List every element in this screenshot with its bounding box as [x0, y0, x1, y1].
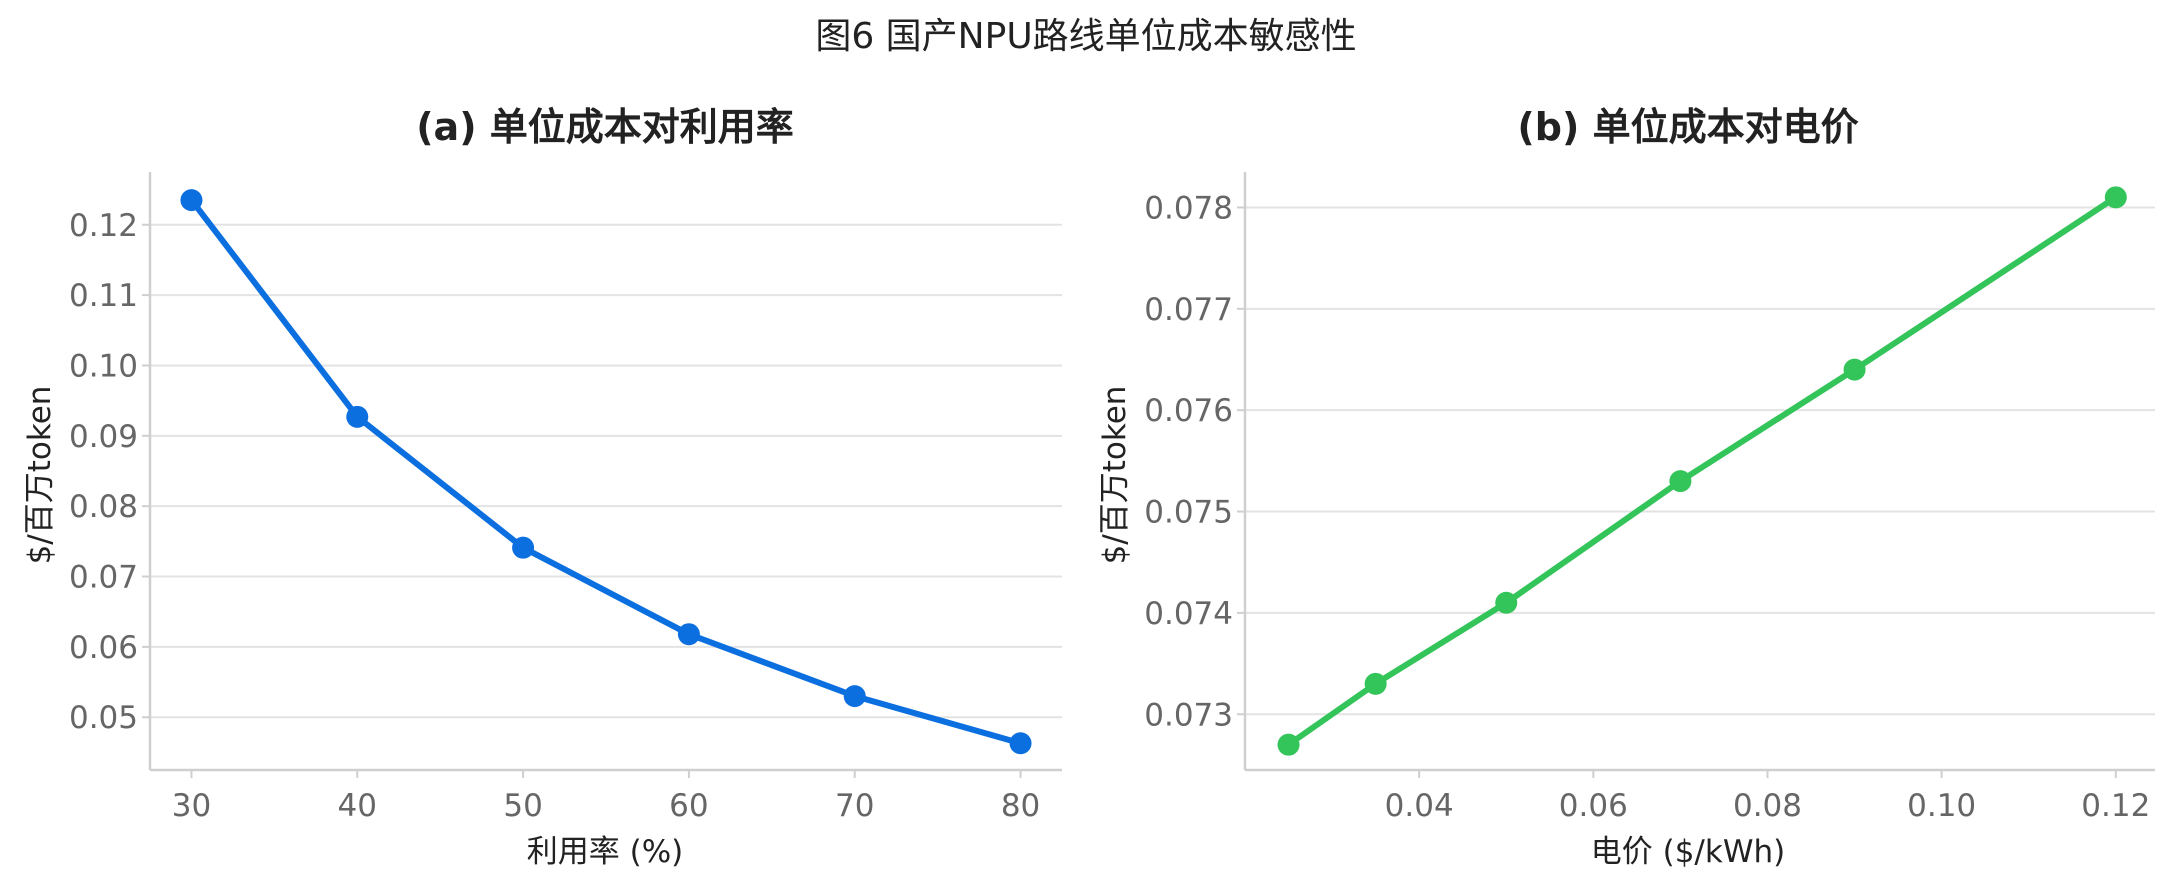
data-point — [2104, 186, 2127, 209]
data-point — [1495, 591, 1518, 614]
x-axis: 30 40 50 60 70 80 — [150, 768, 1062, 824]
x-tick-label: 0.04 — [1385, 788, 1454, 824]
data-point — [1843, 358, 1866, 381]
x-tick-label: 0.06 — [1559, 788, 1628, 824]
y-tick-label: 0.078 — [1144, 190, 1233, 226]
x-tick-label: 60 — [669, 788, 708, 824]
y-tick-label: 0.076 — [1144, 393, 1233, 429]
data-series — [1277, 186, 2127, 756]
chart-title: (b) 单位成本对电价 — [1517, 105, 1858, 149]
y-axis-label: $/百万token — [22, 386, 58, 565]
y-tick-label: 0.074 — [1144, 596, 1233, 632]
y-tick-label: 0.05 — [69, 700, 138, 736]
x-axis-label: 利用率 (%) — [527, 834, 684, 870]
data-point — [346, 405, 369, 428]
subplot-utilization: (a) 单位成本对利用率 0.05 0.06 0.07 0.08 0.09 0.10 0.1… — [22, 105, 1062, 870]
x-axis-label: 电价 ($/kWh) — [1591, 834, 1785, 870]
x-axis: 0.04 0.06 0.08 0.10 0.12 — [1245, 768, 2155, 824]
x-tick-label: 0.10 — [1907, 788, 1976, 824]
data-point — [843, 685, 866, 708]
data-point — [1009, 732, 1032, 755]
data-point — [677, 623, 700, 646]
data-series — [180, 189, 1032, 755]
x-tick-label: 40 — [338, 788, 377, 824]
subplot-electricity: (b) 单位成本对电价 0.0730.0740.0750.0760.0770.0… — [1097, 105, 2155, 870]
figure-title: 图6 国产NPU路线单位成本敏感性 — [815, 16, 1356, 57]
x-tick-label: 30 — [172, 788, 211, 824]
series-line — [1285, 194, 2119, 748]
y-tick-label: 0.12 — [69, 208, 138, 244]
y-axis: 0.05 0.06 0.07 0.08 0.09 0.10 0.11 0.12 — [69, 172, 152, 770]
y-axis-label: $/百万token — [1097, 386, 1133, 565]
x-tick-label: 0.08 — [1733, 788, 1802, 824]
data-point — [1669, 470, 1692, 493]
x-tick-label: 70 — [835, 788, 874, 824]
data-point — [180, 189, 203, 212]
x-tick-label: 0.12 — [2081, 788, 2150, 824]
x-tick-label: 80 — [1001, 788, 1040, 824]
y-tick-label: 0.10 — [69, 348, 138, 384]
y-grid — [150, 223, 1062, 719]
chart-title: (a) 单位成本对利用率 — [416, 105, 794, 149]
data-point — [512, 536, 535, 559]
y-tick-label: 0.11 — [69, 278, 138, 314]
y-tick-label: 0.07 — [69, 560, 138, 596]
y-tick-label: 0.09 — [69, 419, 138, 455]
x-tick-label: 50 — [503, 788, 542, 824]
data-point — [1364, 672, 1387, 695]
y-grid — [1245, 206, 2155, 716]
y-tick-label: 0.075 — [1144, 495, 1233, 531]
data-point — [1277, 733, 1300, 756]
y-tick-label: 0.077 — [1144, 292, 1233, 328]
y-axis: 0.073 0.074 0.075 0.076 0.077 0.078 — [1144, 172, 1247, 770]
y-tick-label: 0.08 — [69, 489, 138, 525]
y-tick-label: 0.073 — [1144, 697, 1233, 733]
series-line — [188, 197, 1024, 747]
y-tick-label: 0.06 — [69, 630, 138, 666]
